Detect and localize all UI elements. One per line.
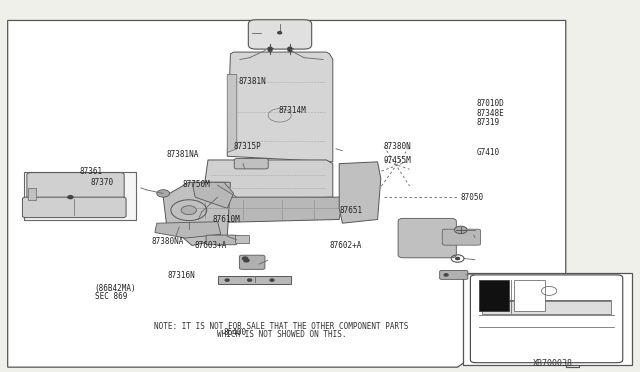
Circle shape: [288, 49, 292, 51]
Text: 87370: 87370: [91, 178, 114, 187]
FancyBboxPatch shape: [22, 197, 126, 218]
Text: 86400: 86400: [223, 328, 246, 337]
Bar: [514, 280, 545, 311]
FancyBboxPatch shape: [470, 275, 623, 363]
Polygon shape: [163, 182, 230, 246]
Text: 87610M: 87610M: [212, 215, 240, 224]
Circle shape: [270, 279, 274, 281]
Text: 87603+A: 87603+A: [195, 241, 227, 250]
FancyBboxPatch shape: [442, 229, 481, 245]
Text: 87380NA: 87380NA: [152, 237, 184, 246]
Text: 87319: 87319: [477, 118, 500, 127]
Text: 87750M: 87750M: [182, 180, 210, 189]
Text: 87381NA: 87381NA: [166, 150, 198, 159]
Polygon shape: [192, 182, 234, 208]
Circle shape: [268, 47, 272, 49]
Circle shape: [243, 257, 248, 260]
Circle shape: [288, 47, 292, 49]
Bar: [463, 273, 632, 365]
Circle shape: [248, 279, 252, 281]
FancyBboxPatch shape: [248, 20, 312, 49]
Text: 87651: 87651: [339, 206, 362, 215]
Text: 87348E: 87348E: [477, 109, 504, 118]
Text: 87050: 87050: [461, 193, 484, 202]
Text: 97455M: 97455M: [384, 156, 412, 165]
FancyBboxPatch shape: [234, 158, 268, 169]
FancyBboxPatch shape: [440, 270, 468, 279]
Text: 87010D: 87010D: [477, 99, 504, 108]
Text: XB700038: XB700038: [532, 359, 573, 368]
Polygon shape: [227, 52, 333, 162]
Text: 87381N: 87381N: [239, 77, 267, 86]
Text: 87316N: 87316N: [168, 271, 195, 280]
Polygon shape: [339, 162, 381, 223]
Circle shape: [68, 196, 73, 199]
Text: G7410: G7410: [477, 148, 500, 157]
Circle shape: [278, 32, 282, 34]
Bar: [24, 172, 136, 220]
Circle shape: [244, 259, 249, 262]
FancyBboxPatch shape: [236, 235, 250, 244]
Polygon shape: [155, 222, 221, 238]
Text: 87315P: 87315P: [234, 142, 261, 151]
FancyBboxPatch shape: [27, 173, 124, 202]
Circle shape: [444, 274, 448, 276]
Polygon shape: [8, 20, 566, 367]
Circle shape: [456, 257, 460, 260]
Text: 87361: 87361: [80, 167, 103, 176]
Bar: [479, 280, 509, 311]
Bar: [482, 301, 611, 314]
Polygon shape: [187, 197, 342, 223]
FancyBboxPatch shape: [398, 218, 456, 258]
Polygon shape: [227, 74, 237, 153]
Circle shape: [181, 206, 196, 215]
Circle shape: [454, 226, 467, 234]
Polygon shape: [566, 327, 579, 367]
Bar: [28, 188, 36, 200]
FancyBboxPatch shape: [239, 255, 265, 269]
Text: SEC 869: SEC 869: [95, 292, 127, 301]
Text: NOTE: IT IS NOT FOR SALE THAT THE OTHER COMPONENT PARTS: NOTE: IT IS NOT FOR SALE THAT THE OTHER …: [154, 322, 409, 331]
Text: 87314M: 87314M: [278, 106, 306, 115]
Circle shape: [268, 49, 272, 51]
Polygon shape: [198, 160, 333, 201]
Circle shape: [157, 190, 170, 197]
Text: (86B42MA): (86B42MA): [95, 284, 136, 293]
Text: 87602+A: 87602+A: [330, 241, 362, 250]
Text: 87380N: 87380N: [384, 142, 412, 151]
Text: WHICH IS NOT SHOWED ON THIS.: WHICH IS NOT SHOWED ON THIS.: [217, 330, 346, 339]
Circle shape: [225, 279, 229, 281]
Bar: [218, 276, 291, 284]
FancyBboxPatch shape: [206, 235, 237, 245]
